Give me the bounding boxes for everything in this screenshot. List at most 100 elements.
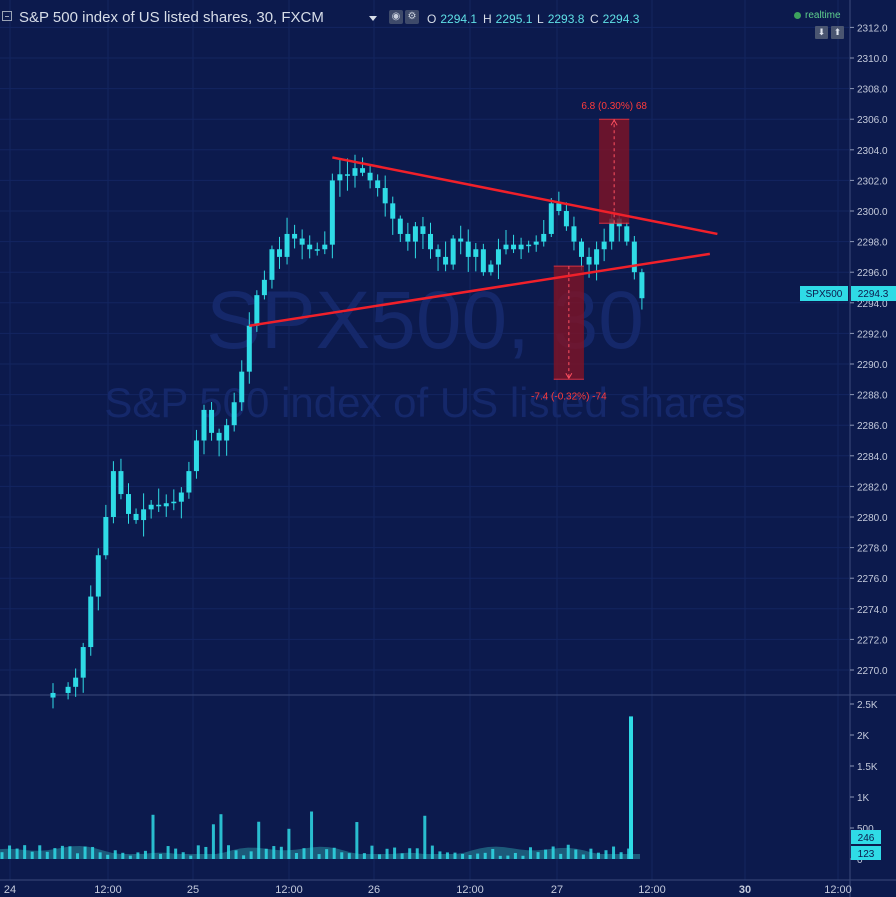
volume-bar [257, 821, 261, 859]
price-tick-label: 2294.0 [857, 299, 888, 310]
candle-body [201, 409, 207, 441]
arrow-up-icon[interactable]: ⬆ [831, 26, 844, 39]
volume-bar [76, 853, 79, 859]
price-axis[interactable]: 2270.0 2272.0 2274.0 2276.0 2278.0 2280.0 2282… [850, 23, 888, 677]
volume-bar [196, 845, 200, 859]
measurements[interactable]: 6.8 (0.30%) 68 -7.4 (-0.32%) -74 [531, 101, 647, 402]
realtime-status: realtime [794, 10, 841, 21]
time-tick-label: 12:00 [456, 884, 484, 896]
volume-bar [438, 851, 442, 859]
volume-bar [181, 852, 185, 859]
candle-body [563, 211, 569, 227]
volume-bar [476, 853, 480, 859]
price-tick-label: 2306.0 [857, 115, 888, 126]
price-tick-label: 2282.0 [857, 482, 888, 493]
arrow-down-icon[interactable]: ⬇ [815, 26, 828, 39]
volume-bar [340, 852, 344, 859]
candle-body [571, 226, 577, 242]
candle-body [110, 471, 116, 517]
volume-bar [15, 848, 19, 859]
candle-body [156, 504, 162, 507]
volume-bar [242, 855, 246, 859]
volume-bar [461, 853, 465, 859]
volume-bar [362, 853, 366, 859]
price-tags: SPX500 2294.3 [800, 286, 896, 301]
candle-body [126, 494, 131, 514]
candle-body [329, 180, 335, 245]
trendline [249, 252, 711, 327]
candle-body [337, 174, 343, 181]
volume-bar [566, 844, 570, 859]
volume-bar [589, 848, 593, 859]
collapse-icon[interactable] [2, 11, 12, 21]
trendline [332, 156, 718, 236]
candle-body [609, 218, 615, 242]
volume-bar [355, 822, 359, 859]
volume-bar [234, 850, 238, 859]
candle-body [103, 517, 109, 556]
candle-body [193, 440, 199, 472]
volume-bar [574, 849, 578, 859]
ohlc-open: O 2294.1 [427, 12, 477, 26]
measure-arrowhead-icon [565, 373, 573, 380]
price-tick-label: 2270.0 [857, 666, 888, 677]
time-axis[interactable]: 24 12:00 25 12:00 26 12:00 27 12:00 30 12:00 [4, 884, 852, 896]
volume-bar [332, 847, 336, 859]
open-value: 2294.1 [440, 12, 478, 26]
candle-body [299, 238, 305, 245]
candle-body [624, 226, 630, 242]
volume-tag: 123 [858, 849, 875, 860]
time-tick-label: 26 [368, 884, 380, 896]
low-label: L [537, 12, 544, 26]
volume-bar [370, 845, 374, 859]
candle-body [322, 244, 328, 250]
ohlc-high: H 2295.1 [483, 12, 532, 26]
time-tick-label: 24 [4, 884, 16, 896]
close-value: 2294.3 [602, 12, 640, 26]
candle-body [239, 371, 245, 403]
volume-tag-bg [851, 846, 881, 860]
volume-bar [45, 851, 49, 859]
candle-body [50, 692, 56, 698]
candle-body [224, 425, 230, 441]
volume-bar [317, 854, 321, 859]
price-tick-label: 2300.0 [857, 207, 888, 218]
price-tick-label: 2284.0 [857, 452, 888, 463]
ohlc-close: C 2294.3 [590, 12, 639, 26]
candle-body [533, 241, 539, 245]
watermark-description: S&P 500 index of US listed shares [104, 379, 745, 426]
volume-bar-spike [629, 716, 633, 859]
candle-body [375, 180, 381, 189]
volume-tick-label: 1.5K [857, 762, 878, 773]
gear-icon[interactable]: ⚙ [405, 10, 419, 24]
candle-body [450, 238, 456, 265]
eye-icon[interactable]: ◉ [389, 10, 403, 24]
candle-body [292, 233, 298, 239]
volume-bar [98, 852, 102, 859]
trendlines[interactable] [249, 156, 718, 327]
candle-body [314, 249, 320, 251]
price-tick-label: 2290.0 [857, 360, 888, 371]
candle-body [141, 509, 147, 521]
volume-bar [604, 850, 608, 859]
candle-body [261, 279, 267, 296]
price-tick-label: 2296.0 [857, 268, 888, 279]
volume-bar [506, 855, 510, 859]
chevron-down-icon[interactable] [369, 16, 377, 21]
volume-bar [483, 852, 487, 859]
candle-body [344, 174, 350, 176]
price-tick-label: 2274.0 [857, 605, 888, 616]
price-tick-label: 2298.0 [857, 238, 888, 249]
price-tick-label: 2292.0 [857, 329, 888, 340]
time-tick-label: 12:00 [638, 884, 666, 896]
volume-tick-label: 1K [857, 793, 870, 804]
candle-body [382, 188, 388, 204]
chart-title[interactable]: S&P 500 index of US listed shares, 30, F… [19, 9, 324, 26]
volume-bar [249, 851, 253, 859]
candle-body [480, 249, 486, 273]
volume-bar [302, 848, 306, 859]
volume-bar [521, 855, 525, 859]
candle-body [95, 555, 101, 597]
volume-bar [415, 848, 419, 859]
